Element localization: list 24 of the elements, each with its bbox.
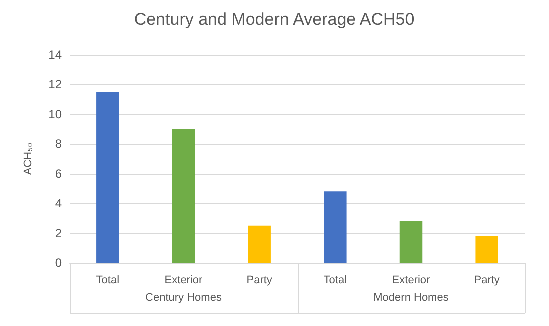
y-tick-label: 10 [48,107,62,122]
y-tick-label: 0 [55,256,62,270]
bar [96,92,120,263]
x-tick-label: Total [324,274,348,286]
bar [476,236,498,263]
text: Modern Homes [372,292,450,304]
x-tick-label: Total [96,274,120,286]
bar [172,129,196,263]
y-tick-label: 6 [55,166,62,181]
chart-title: Century and Modern Average ACH50 [134,10,415,29]
x-tick-label: Exterior [392,274,431,286]
x-tick-label: Exterior [164,274,204,286]
y-tick-label: 8 [55,137,62,152]
y-tick-label: 14 [48,48,62,62]
x-tick-label: Party [246,274,273,286]
text: Century Homes [144,292,223,304]
bar [324,192,347,263]
x-tick-label: Party [474,274,500,286]
bar [400,221,423,263]
y-tick-label: 2 [55,226,62,240]
bar [248,226,271,263]
y-tick-label: 4 [55,196,62,211]
y-axis-title: ACH₅₀ [22,142,34,176]
y-tick-label: 12 [48,78,62,92]
